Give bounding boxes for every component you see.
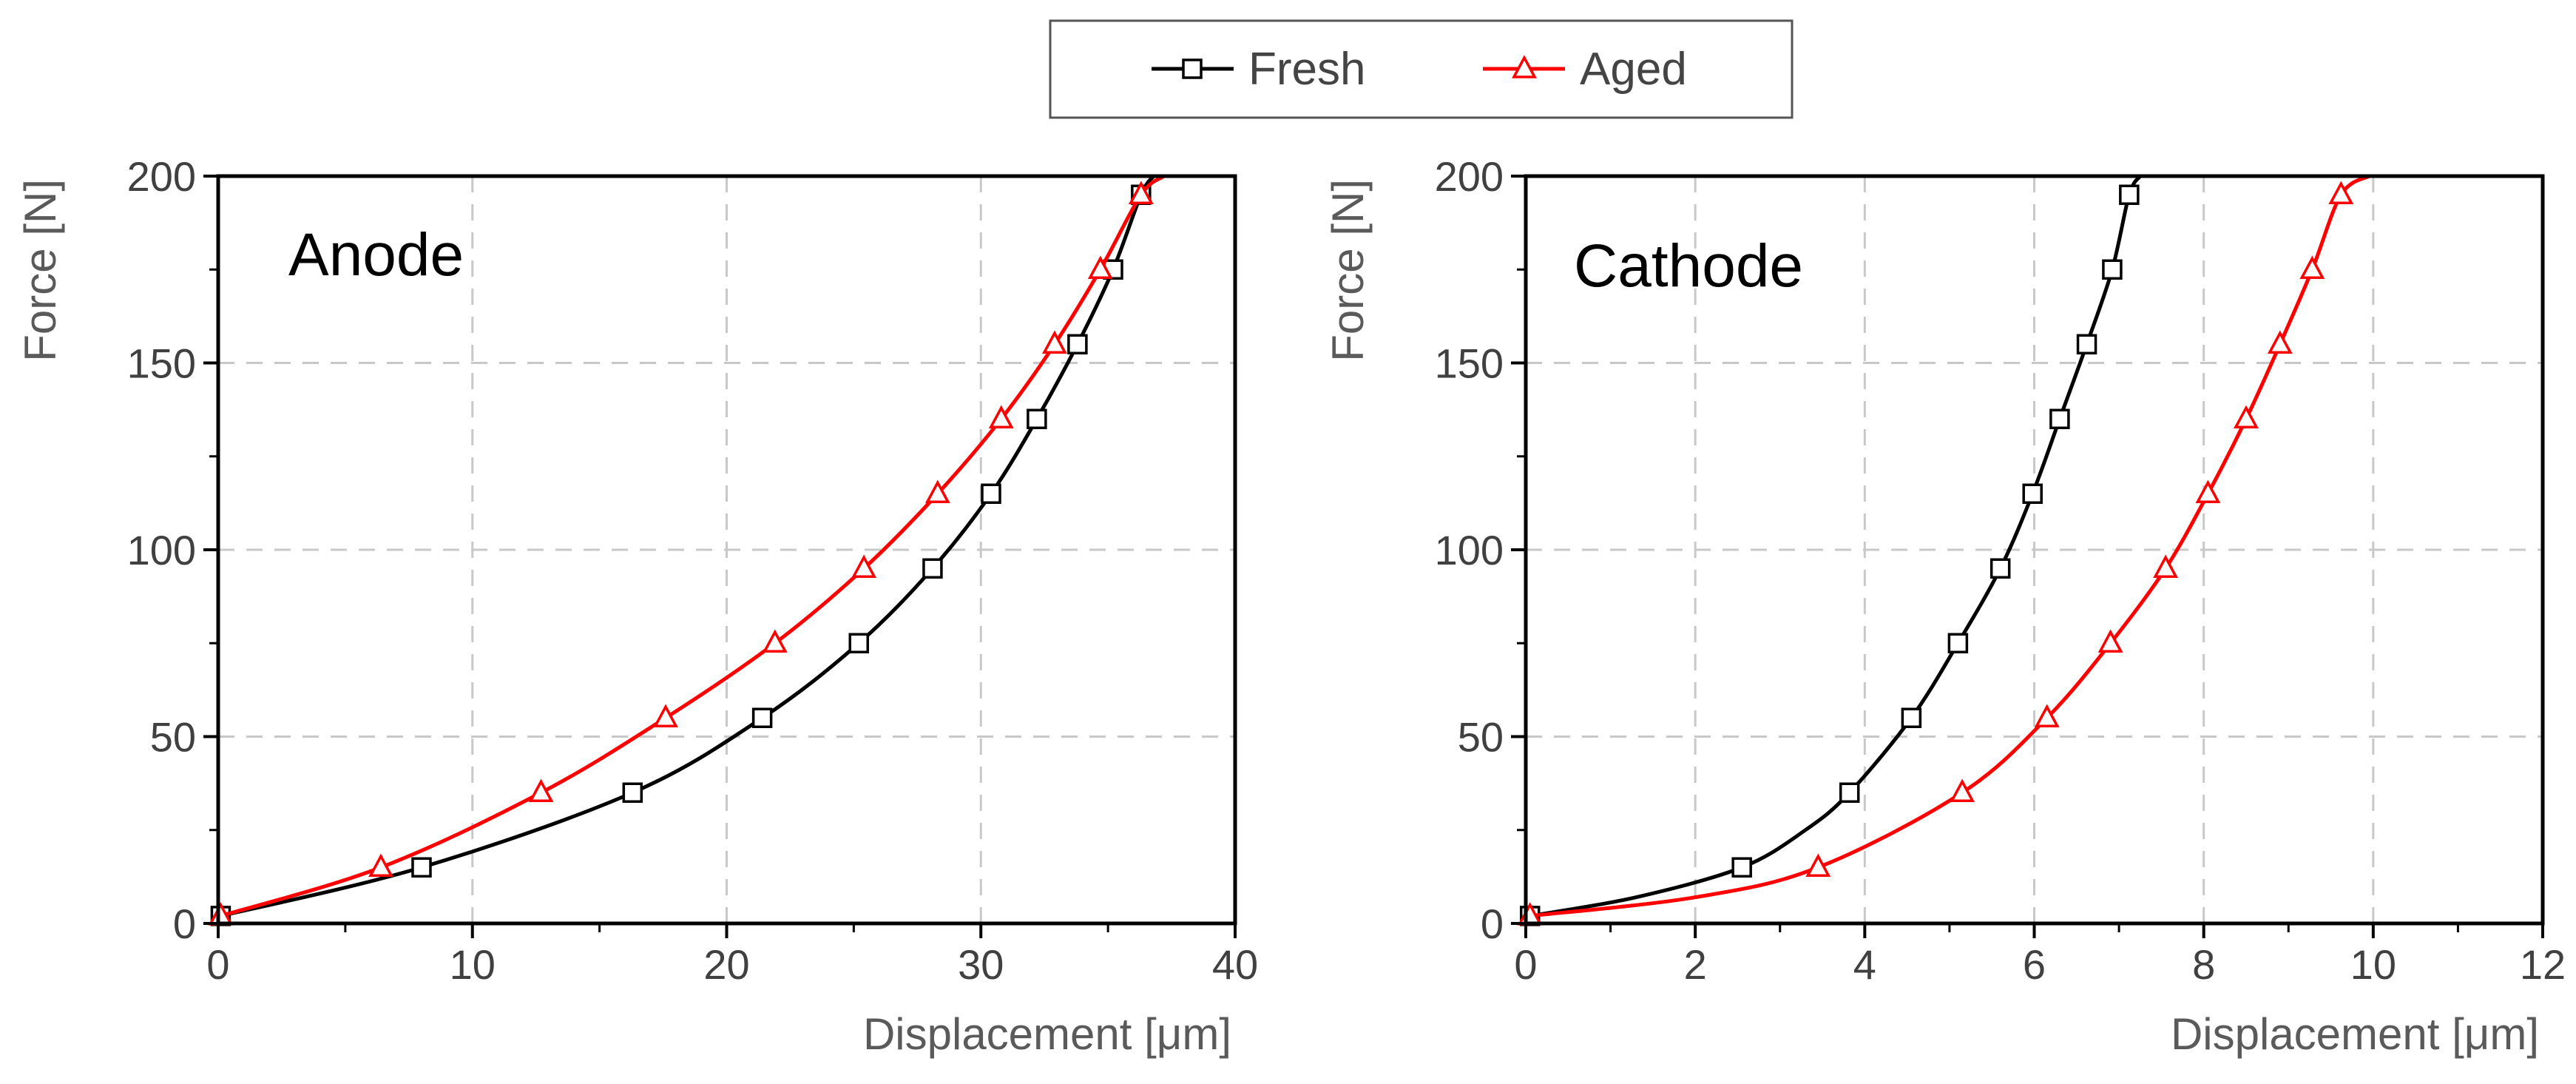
chart-cathode: 0 2 4 6 8 10 12 0 50 100 150 200 Cathode Displaceme… xyxy=(1323,153,2566,1059)
cathode-y-axis-title: Force [N] xyxy=(1323,179,1373,362)
anode-grid xyxy=(218,176,1235,923)
cathode-aged-point xyxy=(2097,629,2123,653)
cathode-x-tick-label: 8 xyxy=(2192,941,2215,988)
cathode-series xyxy=(1517,174,2370,926)
cathode-y-tick-label: 100 xyxy=(1435,527,1504,573)
cathode-x-axis-title: Displacement [μm] xyxy=(2171,1009,2539,1059)
cathode-y-tick-label: 50 xyxy=(1458,714,1504,761)
cathode-x-tick-label: 12 xyxy=(2520,941,2566,988)
cathode-aged-point xyxy=(2234,405,2259,428)
legend: Fresh Aged xyxy=(1049,19,1794,119)
anode-fresh-point xyxy=(1067,334,1088,354)
cathode-fresh-point xyxy=(1839,782,1860,803)
cathode-x-tick-label: 0 xyxy=(1514,941,1537,988)
cathode-fresh-point xyxy=(2119,184,2140,205)
legend-fresh-square-icon xyxy=(1182,58,1203,79)
anode-y-tick-label: 150 xyxy=(127,340,196,387)
cathode-x-tick-label: 6 xyxy=(2023,941,2046,988)
cathode-aged-point xyxy=(1950,778,1975,802)
cathode-aged-point xyxy=(2153,554,2179,578)
cathode-y-tick-label: 200 xyxy=(1435,153,1504,200)
legend-entry-aged: Aged xyxy=(1483,44,1687,95)
anode-aged-point xyxy=(653,704,678,727)
anode-fresh-point xyxy=(1027,408,1047,429)
cathode-aged-point xyxy=(2299,255,2325,279)
chart-anode: 0 10 20 30 40 0 50 100 150 200 Anode Displacement… xyxy=(16,153,1258,1059)
anode-y-tick-label: 0 xyxy=(173,900,196,947)
legend-label-aged: Aged xyxy=(1580,44,1687,95)
anode-fresh-point xyxy=(411,857,432,878)
legend-label-fresh: Fresh xyxy=(1248,44,1365,95)
anode-x-tick-label: 20 xyxy=(703,941,749,988)
anode-fresh-point xyxy=(622,782,643,803)
anode-x-tick-label: 0 xyxy=(206,941,229,988)
cathode-ticks: 0 2 4 6 8 10 12 0 50 100 150 200 xyxy=(1435,153,2566,988)
cathode-y-tick-label: 0 xyxy=(1481,900,1504,947)
anode-fresh-point xyxy=(751,707,773,728)
cathode-panel-title: Cathode xyxy=(1574,232,1803,300)
anode-y-axis-title: Force [N] xyxy=(16,179,65,362)
anode-aged-point xyxy=(762,629,788,653)
cathode-fresh-point xyxy=(1901,707,1922,728)
anode-y-tick-label: 50 xyxy=(150,714,196,761)
cathode-fresh-point xyxy=(1731,857,1752,878)
legend-aged-triangle-icon xyxy=(1512,55,1537,78)
anode-aged-point xyxy=(368,853,393,877)
cathode-grid xyxy=(1526,176,2543,923)
anode-aged-point xyxy=(1128,181,1154,204)
cathode-x-tick-label: 2 xyxy=(1684,941,1707,988)
cathode-fresh-point xyxy=(2102,259,2123,280)
anode-aged-point xyxy=(1087,255,1113,279)
cathode-fresh-point xyxy=(1947,633,1969,653)
cathode-aged-point xyxy=(2328,181,2354,204)
anode-x-tick-label: 30 xyxy=(958,941,1004,988)
anode-series xyxy=(208,174,1166,926)
cathode-y-tick-label: 150 xyxy=(1435,340,1504,387)
cathode-aged-line xyxy=(1529,174,2370,918)
cathode-aged-point xyxy=(2267,330,2293,354)
anode-aged-line xyxy=(220,174,1166,918)
cathode-fresh-point xyxy=(2049,408,2070,429)
anode-aged-point xyxy=(924,479,950,503)
anode-x-axis-title: Displacement [μm] xyxy=(863,1009,1231,1059)
anode-ticks: 0 10 20 30 40 0 50 100 150 200 xyxy=(127,153,1259,988)
anode-aged-point xyxy=(1042,330,1067,354)
anode-fresh-line xyxy=(220,175,1156,918)
cathode-aged-point xyxy=(1805,853,1831,877)
cathode-x-tick-label: 4 xyxy=(1853,941,1876,988)
cathode-aged-point xyxy=(2034,704,2060,727)
anode-fresh-point xyxy=(922,558,943,579)
cathode-fresh-point xyxy=(2022,483,2043,504)
cathode-aged-point xyxy=(2195,479,2221,503)
anode-aged-point xyxy=(988,405,1014,428)
anode-x-tick-label: 40 xyxy=(1212,941,1258,988)
anode-fresh-point xyxy=(981,483,1001,504)
cathode-fresh-point xyxy=(2076,334,2097,354)
anode-x-tick-label: 10 xyxy=(450,941,496,988)
anode-panel-title: Anode xyxy=(288,221,464,289)
legend-entry-fresh: Fresh xyxy=(1152,44,1365,95)
anode-aged-point xyxy=(851,554,877,578)
anode-fresh-point xyxy=(848,633,869,653)
cathode-fresh-point xyxy=(1990,558,2011,579)
anode-y-tick-label: 200 xyxy=(127,153,196,200)
anode-y-tick-label: 100 xyxy=(127,527,196,573)
cathode-x-tick-label: 10 xyxy=(2350,941,2396,988)
anode-aged-point xyxy=(528,778,554,802)
